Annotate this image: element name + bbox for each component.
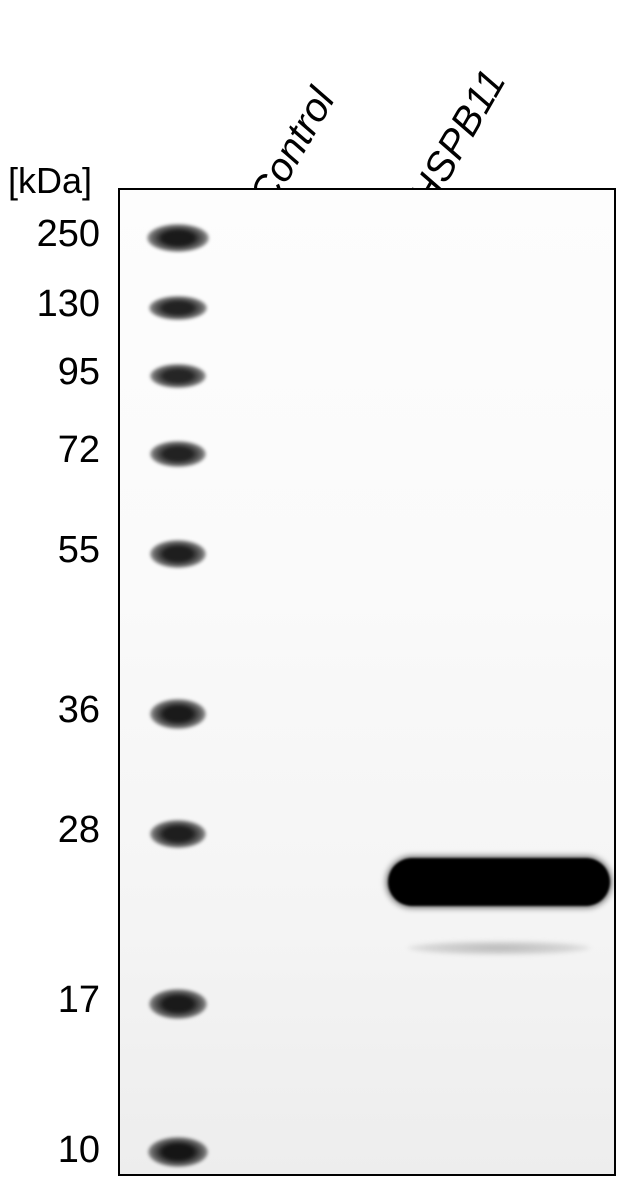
mw-label-55: 55 — [10, 529, 100, 572]
ladder-band-17 — [149, 989, 207, 1019]
mw-label-72: 72 — [10, 429, 100, 472]
mw-label-17: 17 — [10, 979, 100, 1022]
hspb11-band-faint — [408, 941, 590, 955]
ladder-band-10 — [148, 1137, 208, 1167]
ladder-band-250 — [147, 224, 209, 252]
figure-container: [kDa] Control HSPB11 250 130 95 72 55 36… — [0, 0, 640, 1204]
ladder-band-28 — [150, 820, 206, 848]
ladder-band-95 — [150, 364, 206, 388]
mw-label-10: 10 — [10, 1129, 100, 1172]
mw-label-95: 95 — [10, 351, 100, 394]
ladder-band-55 — [150, 540, 206, 568]
mw-label-36: 36 — [10, 689, 100, 732]
mw-label-130: 130 — [10, 283, 100, 326]
ladder-band-36 — [150, 699, 206, 729]
hspb11-band-strong — [388, 858, 610, 906]
mw-label-28: 28 — [10, 809, 100, 852]
blot-background — [120, 190, 614, 1174]
ladder-band-72 — [150, 441, 206, 467]
mw-label-250: 250 — [10, 213, 100, 256]
blot-frame — [118, 188, 616, 1176]
ladder-band-130 — [149, 296, 207, 320]
y-axis-title: [kDa] — [8, 160, 92, 202]
